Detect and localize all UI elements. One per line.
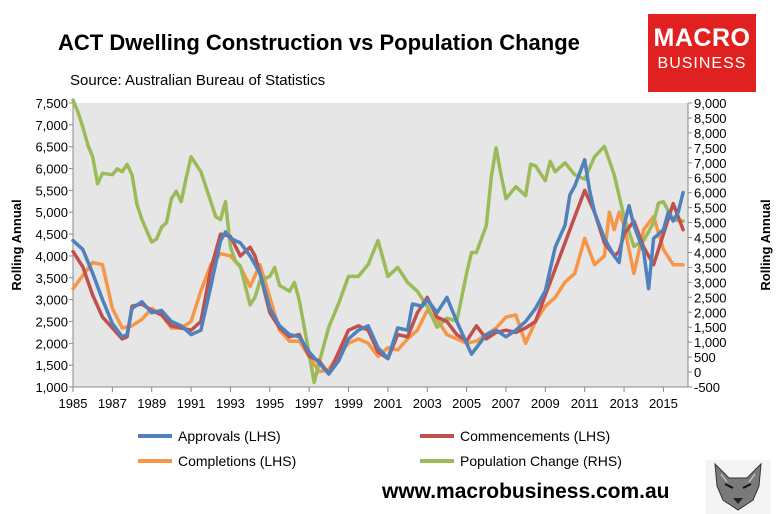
chart-subtitle: Source: Australian Bureau of Statistics: [70, 72, 326, 89]
right-tick-label: 4,000: [694, 245, 727, 260]
right-tick-label: 3,500: [694, 260, 727, 275]
series-lines: [71, 98, 685, 385]
wolf-logo-icon: [705, 460, 771, 514]
x-tick-label: 1999: [334, 396, 363, 411]
population-change-line: [71, 98, 685, 385]
x-tick-label: 1989: [137, 396, 166, 411]
right-tick-label: 3,000: [694, 275, 727, 290]
x-tick-label: 1997: [295, 396, 324, 411]
right-tick-label: 7,500: [694, 141, 727, 156]
x-tick-label: 2015: [649, 396, 678, 411]
legend-approvals-label: Approvals (LHS): [178, 428, 281, 444]
right-tick-label: 6,500: [694, 171, 727, 186]
left-tick-label: 7,000: [35, 118, 68, 133]
left-axis-ticks: 1,000 1,500 2,000 2,500 3,000 3,500 4,000 4,500…: [35, 96, 73, 395]
left-tick-label: 3,500: [35, 271, 68, 286]
x-tick-label: 1991: [177, 396, 206, 411]
footer-url: www.macrobusiness.com.au: [382, 480, 670, 503]
legend-commencements-label: Commencements (LHS): [460, 428, 610, 444]
logo-line-1: MACRO: [653, 24, 751, 52]
right-tick-label: 5,000: [694, 216, 727, 231]
right-tick-label: 1,500: [694, 320, 727, 335]
left-axis-label: Rolling Annual: [9, 199, 24, 290]
x-tick-label: 2013: [610, 396, 639, 411]
left-tick-label: 4,000: [35, 249, 68, 264]
x-tick-label: 2003: [413, 396, 442, 411]
left-tick-label: 5,500: [35, 183, 68, 198]
right-tick-label: 2,500: [694, 290, 727, 305]
left-tick-label: 2,500: [35, 314, 68, 329]
left-tick-label: 7,500: [35, 96, 68, 111]
right-tick-label: 9,000: [694, 96, 727, 111]
legend: Approvals (LHS) Commencements (LHS) Comple…: [138, 428, 622, 469]
right-tick-label: -500: [694, 380, 720, 395]
right-tick-label: 5,500: [694, 201, 727, 216]
x-axis-ticks: 1985 1987 1989 1991 1993 1995 1997 1999 2001 2003…: [59, 387, 678, 411]
left-tick-label: 3,000: [35, 293, 68, 308]
x-tick-label: 2007: [491, 396, 520, 411]
left-tick-label: 6,000: [35, 162, 68, 177]
logo-line-2: BUSINESS: [657, 55, 747, 72]
left-tick-label: 1,000: [35, 380, 68, 395]
right-axis-ticks: -50005001,0001,5002,0002,5003,0003,5004,…: [688, 96, 727, 395]
approvals-line: [71, 158, 685, 376]
right-tick-label: 4,500: [694, 231, 727, 246]
x-tick-label: 2001: [373, 396, 402, 411]
left-tick-label: 5,000: [35, 205, 68, 220]
right-tick-label: 8,000: [694, 126, 727, 141]
x-tick-label: 1993: [216, 396, 245, 411]
x-tick-label: 2005: [452, 396, 481, 411]
left-tick-label: 2,000: [35, 336, 68, 351]
right-tick-label: 8,500: [694, 111, 727, 126]
x-tick-label: 1985: [59, 396, 88, 411]
right-tick-label: 6,000: [694, 186, 727, 201]
legend-completions-label: Completions (LHS): [178, 453, 296, 469]
chart-title: ACT Dwelling Construction vs Population …: [58, 30, 580, 55]
right-axis-label: Rolling Annual: [758, 199, 773, 290]
right-tick-label: 500: [694, 350, 716, 365]
x-tick-label: 1987: [98, 396, 127, 411]
x-tick-label: 2011: [571, 396, 599, 411]
commencements-line: [71, 188, 685, 376]
legend-population-change-label: Population Change (RHS): [460, 453, 622, 469]
left-tick-label: 6,500: [35, 140, 68, 155]
left-tick-label: 4,500: [35, 227, 68, 242]
x-tick-label: 2009: [531, 396, 560, 411]
right-tick-label: 7,000: [694, 156, 727, 171]
macrobusiness-logo: MACRO BUSINESS: [648, 14, 756, 92]
right-tick-label: 2,000: [694, 305, 727, 320]
right-tick-label: 0: [694, 365, 701, 380]
left-tick-label: 1,500: [35, 358, 68, 373]
right-tick-label: 1,000: [694, 335, 727, 350]
x-tick-label: 1995: [255, 396, 284, 411]
